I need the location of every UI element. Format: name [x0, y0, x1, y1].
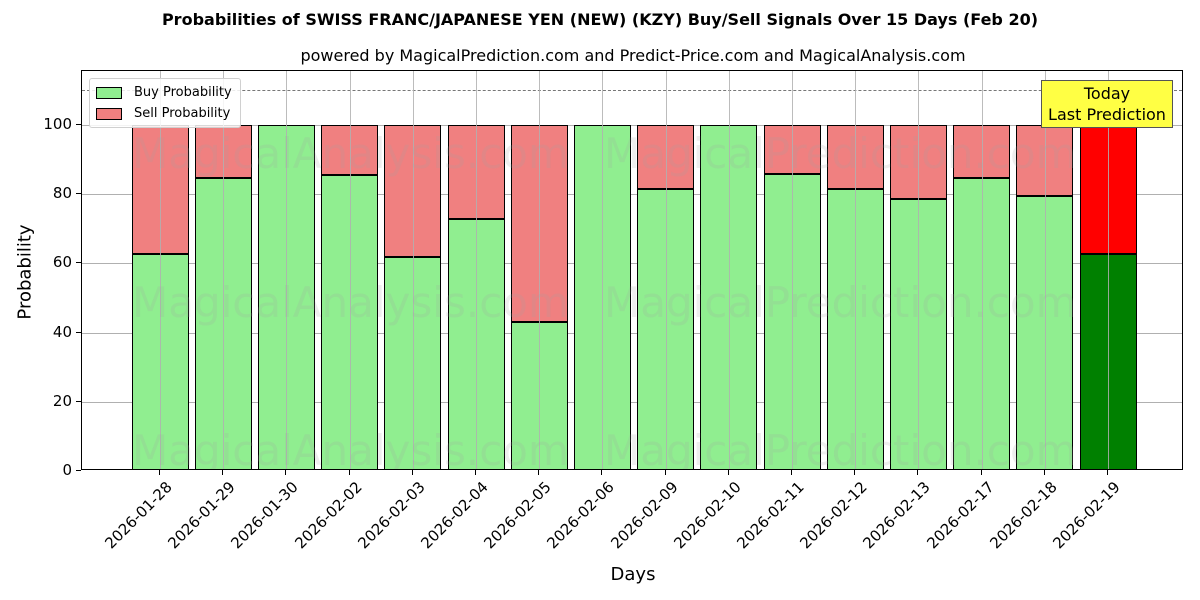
- gridline-x: [981, 71, 983, 469]
- legend: Buy Probability Sell Probability: [89, 78, 241, 128]
- x-tick-label: 2026-02-19: [1049, 478, 1124, 553]
- chart-subtitle: powered by MagicalPrediction.com and Pre…: [300, 46, 966, 65]
- y-axis-label: Probability: [14, 224, 36, 320]
- x-axis-label: Days: [610, 564, 656, 585]
- gridline-y: [82, 125, 1182, 126]
- x-tick-label: 2026-02-10: [670, 478, 745, 553]
- gridline-x: [792, 71, 793, 469]
- gridline-y: [82, 401, 1182, 403]
- x-tick-label: 2026-02-12: [796, 478, 871, 553]
- today-annotation: Today Last Prediction: [1041, 80, 1173, 128]
- x-tick-mark: [727, 470, 729, 475]
- plot-area: Buy Probability Sell Probability Today L…: [81, 70, 1183, 470]
- x-tick-label: 2026-02-04: [417, 478, 492, 553]
- reference-line: [82, 90, 1182, 91]
- x-tick-mark: [917, 470, 919, 475]
- x-tick-mark: [854, 470, 856, 475]
- legend-swatch-sell: [96, 107, 122, 120]
- x-tick-mark: [222, 470, 224, 475]
- x-tick-label: 2026-01-28: [101, 478, 176, 553]
- gridline-x: [855, 71, 857, 469]
- gridline-x: [1108, 71, 1109, 469]
- x-tick-label: 2026-01-29: [164, 478, 239, 553]
- gridline-x: [286, 71, 288, 469]
- gridline-y: [82, 332, 1182, 334]
- y-tick-label: 60: [52, 253, 72, 272]
- gridline-y: [82, 263, 1182, 265]
- gridline-x: [665, 71, 667, 469]
- x-tick-mark: [538, 470, 540, 475]
- x-tick-mark: [285, 470, 287, 475]
- gridline-y: [82, 194, 1182, 196]
- gridline-x: [223, 71, 225, 469]
- legend-label-buy: Buy Probability: [134, 85, 232, 100]
- y-tick-mark: [76, 331, 81, 333]
- x-tick-mark: [475, 470, 476, 475]
- legend-label-sell: Sell Probability: [134, 106, 231, 121]
- x-tick-mark: [411, 470, 413, 475]
- legend-swatch-buy: [96, 86, 122, 99]
- chart-title: Probabilities of SWISS FRANC/JAPANESE YE…: [161, 10, 1039, 29]
- gridline-x: [476, 71, 477, 469]
- gridline-x: [412, 71, 414, 469]
- legend-item-buy: Buy Probability: [96, 82, 232, 103]
- today-annotation-line2: Last Prediction: [1048, 105, 1166, 124]
- legend-item-sell: Sell Probability: [96, 103, 232, 124]
- x-tick-mark: [791, 470, 792, 475]
- x-tick-label: 2026-02-17: [922, 478, 998, 553]
- x-tick-label: 2026-01-30: [227, 478, 303, 553]
- gridline-x: [728, 71, 730, 469]
- y-tick-mark: [76, 262, 81, 264]
- x-tick-mark: [159, 470, 160, 475]
- x-tick-mark: [980, 470, 982, 475]
- x-tick-label: 2026-02-18: [986, 478, 1061, 553]
- y-tick-label: 40: [52, 322, 72, 341]
- y-tick-label: 0: [62, 461, 72, 479]
- x-tick-mark: [1043, 470, 1045, 475]
- x-tick-mark: [664, 470, 666, 475]
- y-tick-mark: [76, 470, 81, 471]
- y-tick-label: 80: [52, 184, 72, 203]
- gridline-x: [1044, 71, 1046, 469]
- x-tick-label: 2026-02-06: [543, 478, 619, 553]
- x-tick-label: 2026-02-09: [606, 478, 682, 553]
- gridline-x: [602, 71, 604, 469]
- today-annotation-line1: Today: [1083, 84, 1131, 103]
- x-tick-mark: [601, 470, 603, 475]
- gridline-x: [539, 71, 541, 469]
- y-tick-mark: [76, 124, 81, 125]
- x-tick-mark: [348, 470, 350, 475]
- y-tick-label: 20: [52, 391, 72, 410]
- y-tick-label: 100: [43, 115, 72, 133]
- x-tick-label: 2026-02-13: [859, 478, 935, 553]
- y-tick-mark: [76, 193, 81, 195]
- gridline-x: [349, 71, 351, 469]
- x-tick-mark: [1107, 470, 1108, 475]
- x-tick-label: 2026-02-11: [733, 478, 808, 553]
- gridline-x: [160, 71, 161, 469]
- x-tick-label: 2026-02-02: [290, 478, 366, 553]
- y-tick-mark: [76, 400, 81, 402]
- x-tick-label: 2026-02-05: [480, 478, 555, 553]
- gridline-x: [918, 71, 920, 469]
- x-tick-label: 2026-02-03: [354, 478, 429, 553]
